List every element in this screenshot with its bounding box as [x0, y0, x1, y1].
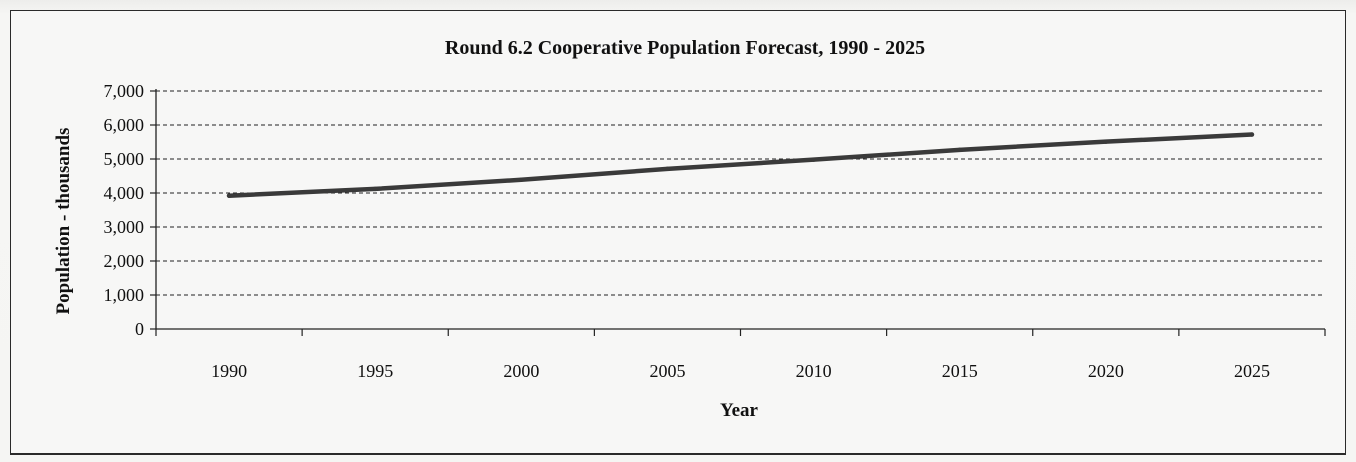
y-tick-label: 0 — [135, 319, 144, 339]
x-tick-labels: 1990 1995 2000 2005 2010 2015 2020 2025 — [211, 361, 1270, 381]
x-tick-label: 1995 — [357, 361, 393, 381]
data-point — [811, 157, 816, 162]
series-layer — [226, 132, 1255, 198]
data-point — [1249, 132, 1255, 137]
data-point — [226, 193, 232, 198]
data-point — [519, 177, 524, 182]
data-point — [372, 186, 378, 192]
y-tick-label: 2,000 — [104, 251, 145, 271]
x-tick-label: 2000 — [503, 361, 539, 381]
x-tick-label: 2005 — [649, 361, 685, 381]
grid-lines — [156, 90, 1325, 296]
y-tick-label: 7,000 — [104, 81, 145, 101]
data-point — [1103, 139, 1109, 144]
chart-frame: Round 6.2 Cooperative Population Forecas… — [10, 10, 1346, 455]
y-tick-labels: 0 1,000 2,000 3,000 4,000 5,000 6,000 7,000 — [104, 81, 145, 339]
x-tick-label: 2025 — [1234, 361, 1270, 381]
x-axis-label: Year — [720, 400, 759, 421]
population-line-chart: Round 6.2 Cooperative Population Forecas… — [53, 37, 1326, 421]
y-tick-label: 6,000 — [104, 115, 145, 135]
data-point — [665, 166, 670, 172]
x-tick-label: 2020 — [1088, 361, 1124, 381]
x-tick-label: 2010 — [796, 361, 832, 381]
y-tick-label: 4,000 — [104, 183, 145, 203]
axes — [150, 89, 1326, 336]
y-tick-label: 3,000 — [104, 217, 145, 237]
y-axis-label: Population - thousands — [53, 128, 74, 315]
y-tick-label: 1,000 — [104, 285, 145, 305]
x-tick-label: 1990 — [211, 361, 247, 381]
data-point — [957, 147, 962, 153]
y-tick-label: 5,000 — [104, 149, 145, 169]
x-tick-label: 2015 — [942, 361, 978, 381]
chart-title: Round 6.2 Cooperative Population Forecas… — [445, 37, 925, 59]
population-series-line — [226, 132, 1255, 198]
